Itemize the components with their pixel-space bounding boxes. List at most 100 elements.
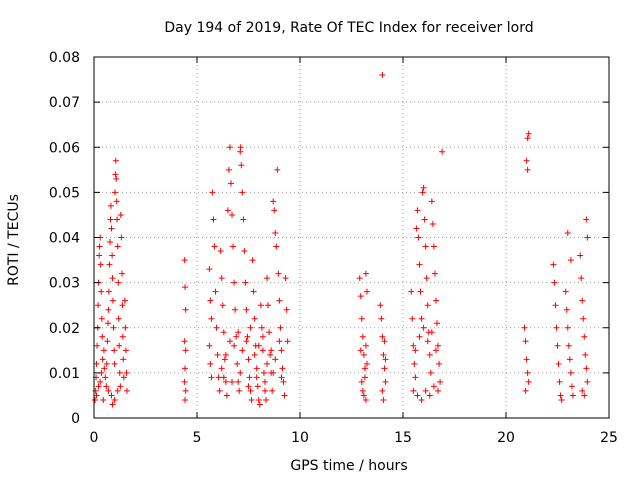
data-point [245,383,252,390]
data-point [432,297,439,304]
data-point [235,378,242,385]
y-tick-label: 0.04 [49,231,80,247]
data-point [107,239,114,246]
x-tick-label: 0 [90,430,99,446]
data-point [377,302,384,309]
data-point [260,369,267,376]
data-point [231,342,238,349]
data-point [378,315,385,322]
data-point [259,333,266,340]
data-point [251,351,258,358]
data-point [182,306,189,313]
data-point [239,189,246,196]
data-point [210,216,217,223]
x-tick-label: 25 [600,430,618,446]
data-point [361,374,368,381]
data-point [426,351,433,358]
data-point [273,243,280,250]
data-point [412,374,419,381]
data-point [265,302,272,309]
data-point [278,347,285,354]
data-point [182,365,189,372]
data-point [212,288,219,295]
data-point [422,387,429,394]
data-point [109,297,116,304]
data-point [435,342,442,349]
data-point [106,261,113,268]
data-point [382,356,389,363]
data-point [230,243,237,250]
y-tick-label: 0.05 [49,185,80,201]
data-point [229,211,236,218]
data-point [584,234,591,241]
data-point [255,396,262,403]
data-point [244,333,251,340]
data-point [107,216,114,223]
data-point [237,369,244,376]
y-tick-label: 0.01 [49,366,80,382]
x-tick-label: 20 [497,430,515,446]
data-point [111,347,118,354]
data-point [102,374,109,381]
data-point [242,279,249,286]
data-point [264,360,271,367]
data-point [99,356,106,363]
data-point [239,347,246,354]
data-point [275,270,282,277]
data-point [414,207,421,214]
data-point [240,216,247,223]
data-point [437,378,444,385]
data-point [408,288,415,295]
data-point [412,347,419,354]
data-point [225,166,232,173]
data-point [424,302,431,309]
data-point [423,275,430,282]
data-point [362,396,369,403]
data-point [113,198,120,205]
data-point [580,315,587,322]
data-point [101,365,108,372]
data-point [229,378,236,385]
data-point [428,198,435,205]
data-point [97,261,104,268]
data-point [181,378,188,385]
data-point [562,288,569,295]
data-point [220,374,227,381]
data-point [123,387,130,394]
data-point [362,270,369,277]
data-point [424,338,431,345]
data-point [356,275,363,282]
data-point [416,261,423,268]
data-point [243,306,250,313]
data-point [420,324,427,331]
data-point [122,347,129,354]
data-point [564,324,571,331]
data-point [555,360,562,367]
data-point [272,356,279,363]
data-point [566,356,573,363]
x-tick-labels: 0 5 10 15 20 25 [90,430,618,446]
data-point [94,342,101,349]
data-point [430,383,437,390]
data-point [257,302,264,309]
data-point [415,234,422,241]
data-point [211,243,218,250]
data-point [98,315,105,322]
data-point [112,189,119,196]
data-point [429,220,436,227]
data-point [111,396,118,403]
data-point [416,333,423,340]
data-point [435,387,442,394]
data-point [419,189,426,196]
data-point [382,378,389,385]
data-point [115,315,122,322]
data-point [236,387,243,394]
grid [94,57,609,418]
data-point [104,338,111,345]
data-point [105,306,112,313]
data-point [362,342,369,349]
data-point [248,396,255,403]
data-point [251,315,258,322]
data-point [181,257,188,264]
data-point [207,297,214,304]
